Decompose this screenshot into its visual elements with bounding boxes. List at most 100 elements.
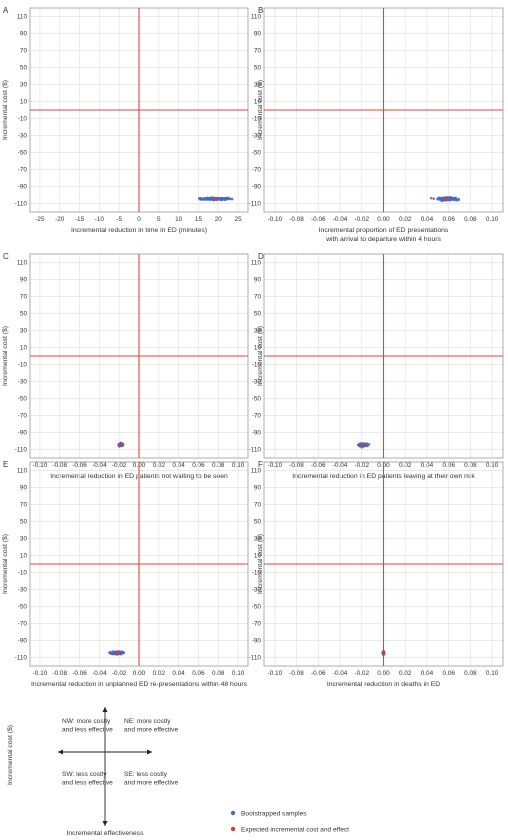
y-tick-label: 30	[254, 82, 262, 89]
panel-c: -0.10-0.08-0.06-0.04-0.020.000.020.040.0…	[2, 252, 249, 480]
expected-point	[444, 197, 449, 201]
y-tick-label: -70	[18, 621, 28, 628]
y-tick-label: -90	[252, 638, 262, 645]
x-tick-label: -0.10	[268, 216, 283, 223]
y-tick-label: 30	[254, 536, 262, 543]
x-tick-label: 0.06	[192, 670, 205, 677]
x-tick-label: 5	[157, 216, 161, 223]
y-tick-label: -50	[252, 150, 262, 157]
sample-point	[358, 442, 362, 446]
quadrant-key: Incremental cost ($) Incremental effectiv…	[7, 707, 178, 837]
legend-sample-label: Bootstrapped samples	[241, 811, 307, 818]
x-tick-label: 0.06	[442, 216, 455, 223]
expected-point	[119, 443, 123, 447]
x-tick-label: 0.00	[133, 670, 146, 677]
y-tick-label: -110	[249, 201, 262, 208]
y-tick-label: -90	[18, 430, 28, 437]
x-tick-label: 0.10	[232, 670, 245, 677]
y-tick-label: 110	[251, 14, 262, 21]
y-tick-label: -90	[252, 430, 262, 437]
sample-point	[453, 197, 456, 200]
x-tick-label: -0.02	[354, 216, 369, 223]
x-tick-label: 0.02	[399, 216, 412, 223]
key-nw-text: and less effective	[62, 727, 113, 734]
y-tick-label: 30	[20, 82, 28, 89]
panel-letter: A	[3, 6, 9, 15]
x-tick-label: -0.02	[112, 670, 127, 677]
x-axis-label: Incremental reduction in deaths in ED	[327, 681, 440, 688]
x-tick-label: 0.06	[442, 670, 455, 677]
legend-expected-label: Expected incremental cost and effect	[241, 827, 349, 834]
panel-letter: E	[3, 460, 8, 469]
x-axis-label: Incremental reduction in time in ED (min…	[71, 227, 207, 234]
panel-letter: D	[258, 252, 264, 261]
y-tick-label: 90	[254, 31, 262, 38]
y-axis-label: Incremental cost ($)	[2, 534, 9, 594]
y-tick-label: 30	[254, 328, 262, 335]
y-tick-label: -30	[252, 133, 262, 140]
y-tick-label: 50	[254, 65, 262, 72]
x-axis-label: with arrival to departure within 4 hours	[325, 236, 441, 243]
y-tick-label: -50	[18, 150, 28, 157]
expected-point	[361, 443, 365, 447]
key-se-text: SE: less costly	[124, 771, 168, 778]
sample-point	[121, 650, 125, 654]
x-tick-label: 0.00	[377, 670, 390, 677]
y-tick-label: -70	[252, 413, 262, 420]
x-tick-label: 0.04	[172, 670, 185, 677]
sample-point	[112, 652, 116, 656]
panel-letter: B	[258, 6, 263, 15]
y-tick-label: -70	[252, 167, 262, 174]
y-tick-label: -110	[15, 201, 28, 208]
y-tick-label: -110	[15, 447, 28, 454]
x-tick-label: 0.10	[486, 670, 499, 677]
y-tick-label: -90	[18, 638, 28, 645]
y-tick-label: 90	[254, 277, 262, 284]
sample-point	[229, 197, 232, 201]
x-tick-label: -0.10	[33, 670, 48, 677]
sample-point	[429, 196, 433, 200]
panel-a: -25 -20 -15 -10 -5 0 5 10 15 20 251109070503010-10…	[2, 6, 249, 234]
x-tick-label: -0.02	[354, 670, 369, 677]
y-tick-label: 70	[254, 48, 262, 55]
y-tick-label: -10	[18, 116, 28, 123]
sample-point	[457, 197, 461, 201]
y-tick-label: 30	[20, 536, 28, 543]
panel-letter: C	[3, 252, 9, 261]
x-tick-label: -5	[116, 216, 122, 223]
y-tick-label: -10	[252, 362, 262, 369]
x-tick-label: 0.10	[486, 216, 499, 223]
y-tick-label: -70	[18, 167, 28, 174]
y-tick-label: 90	[20, 277, 28, 284]
y-tick-label: 110	[17, 468, 28, 475]
sample-point	[432, 197, 436, 200]
y-tick-label: -10	[252, 570, 262, 577]
sample-point	[208, 197, 211, 200]
x-tick-label: -0.08	[289, 670, 304, 677]
sample-point	[200, 198, 204, 201]
y-tick-label: 10	[254, 345, 262, 352]
y-tick-label: -70	[252, 621, 262, 628]
key-nw-text: NW: more costly	[62, 718, 111, 725]
key-ne-text: NE: more costly	[124, 718, 171, 725]
y-tick-label: 90	[20, 485, 28, 492]
y-tick-label: 90	[20, 31, 28, 38]
sample-point	[198, 197, 202, 201]
legend: Bootstrapped samples Expected incremental…	[230, 811, 349, 834]
y-tick-label: -30	[18, 379, 28, 386]
legend-expected-marker	[230, 826, 236, 832]
y-tick-label: 90	[254, 485, 262, 492]
y-tick-label: 10	[254, 99, 262, 106]
x-tick-label: -0.06	[311, 670, 326, 677]
x-tick-label: -25	[35, 216, 45, 223]
sample-point	[449, 197, 452, 201]
x-axis-label: Incremental proportion of ED presentatio…	[319, 227, 449, 234]
x-tick-label: 0.08	[212, 670, 225, 677]
key-y-label: Incremental cost ($)	[7, 725, 14, 785]
x-tick-label: 0.02	[153, 670, 166, 677]
y-tick-label: 70	[254, 502, 262, 509]
y-tick-label: 70	[254, 294, 262, 301]
panel-b: -0.10 -0.08 -0.06 -0.04 -0.02 0.00 0.02 0.04 0.0…	[249, 6, 504, 243]
arrow-down-icon	[102, 821, 108, 826]
